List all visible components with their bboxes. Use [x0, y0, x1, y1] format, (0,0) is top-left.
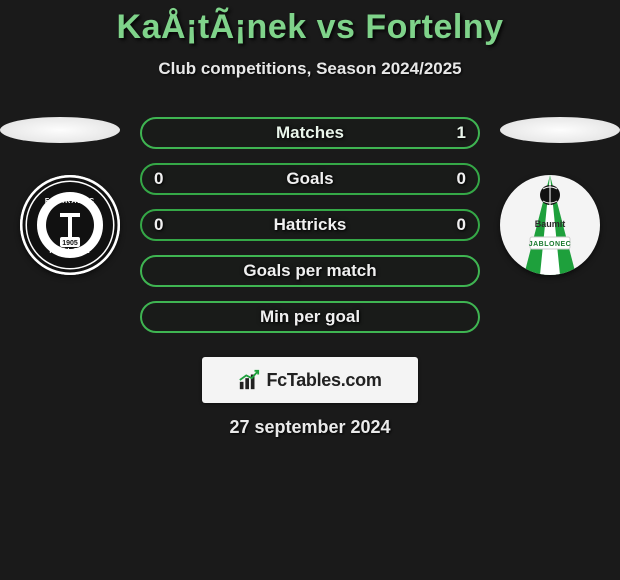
club-crest-right: Baumit JABLONEC [500, 175, 600, 275]
subtitle: Club competitions, Season 2024/2025 [0, 59, 620, 79]
club-crest-left: FC HRADEC KRÁLOVÉ 1905 [20, 175, 120, 275]
bar-chart-icon [238, 369, 260, 391]
stat-right-value: 0 [457, 215, 466, 235]
date-line: 27 september 2024 [0, 417, 620, 438]
svg-text:FC HRADEC: FC HRADEC [45, 198, 95, 205]
stat-label: Goals per match [243, 261, 376, 281]
pedestal-right [500, 117, 620, 143]
stat-left-value: 0 [154, 169, 163, 189]
stat-bar-matches: Matches 1 [140, 117, 480, 149]
crest-right-text-top: Baumit [535, 219, 566, 229]
branding-badge: FcTables.com [202, 357, 418, 403]
stat-bars: Matches 1 0 Goals 0 0 Hattricks 0 Goals per matc… [140, 117, 480, 347]
stat-bar-goals: 0 Goals 0 [140, 163, 480, 195]
page-title: KaÅ¡tÃ¡nek vs Fortelny [0, 0, 620, 47]
stat-label: Goals [286, 169, 333, 189]
crest-right-text-bottom: JABLONEC [529, 241, 572, 248]
stat-label: Matches [276, 123, 344, 143]
pedestal-left [0, 117, 120, 143]
stat-left-value: 0 [154, 215, 163, 235]
stat-bar-goals-per-match: Goals per match [140, 255, 480, 287]
svg-text:KRÁLOVÉ: KRÁLOVÉ [49, 246, 90, 255]
stat-right-value: 1 [457, 123, 466, 143]
stat-bar-min-per-goal: Min per goal [140, 301, 480, 333]
stat-right-value: 0 [457, 169, 466, 189]
stat-label: Min per goal [260, 307, 360, 327]
stat-label: Hattricks [274, 215, 347, 235]
branding-text: FcTables.com [266, 370, 381, 391]
stat-bar-hattricks: 0 Hattricks 0 [140, 209, 480, 241]
crest-left-year: 1905 [62, 240, 78, 247]
